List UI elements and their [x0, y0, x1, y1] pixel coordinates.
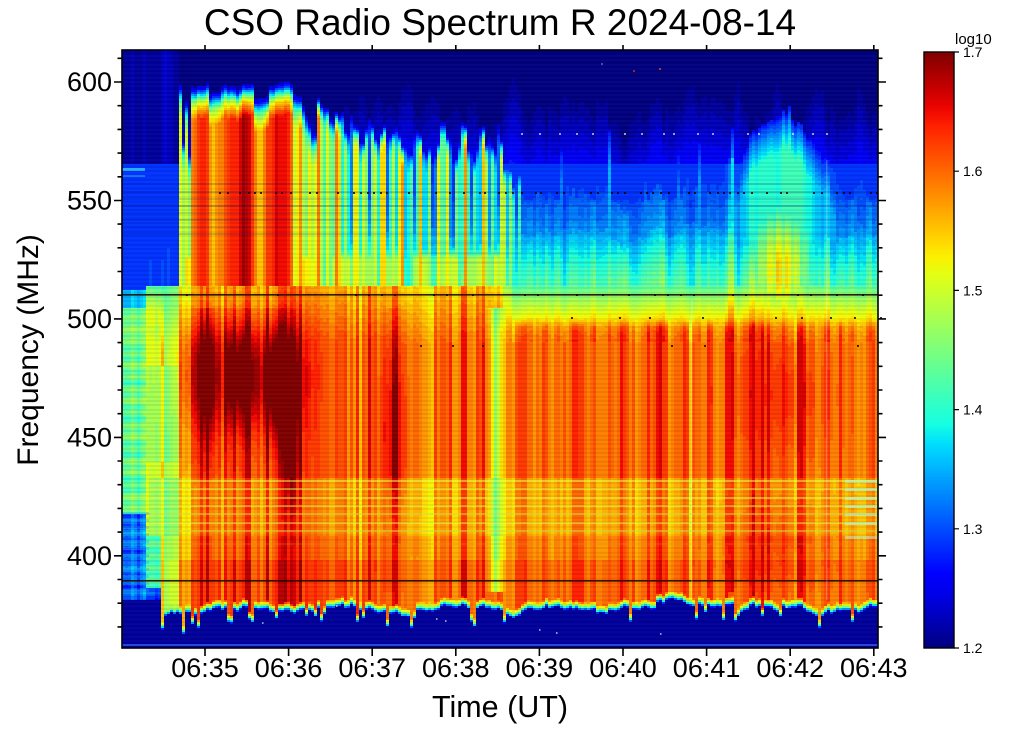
svg-text:1.7: 1.7 — [963, 44, 983, 60]
svg-text:400: 400 — [67, 541, 112, 571]
svg-text:06:42: 06:42 — [756, 653, 824, 683]
svg-text:log10: log10 — [955, 31, 992, 48]
svg-text:06:38: 06:38 — [422, 653, 490, 683]
svg-text:Time (UT): Time (UT) — [432, 690, 568, 724]
svg-text:1.2: 1.2 — [963, 640, 983, 656]
svg-text:600: 600 — [67, 67, 112, 97]
svg-text:CSO Radio Spectrum R 2024-08-1: CSO Radio Spectrum R 2024-08-14 — [204, 2, 796, 43]
svg-text:06:36: 06:36 — [255, 653, 323, 683]
svg-text:1.3: 1.3 — [963, 521, 983, 537]
svg-text:06:43: 06:43 — [840, 653, 908, 683]
svg-text:1.4: 1.4 — [963, 402, 983, 418]
svg-text:06:39: 06:39 — [506, 653, 574, 683]
svg-text:450: 450 — [67, 422, 112, 452]
svg-text:06:35: 06:35 — [171, 653, 239, 683]
svg-text:1.6: 1.6 — [963, 163, 983, 179]
svg-text:06:40: 06:40 — [589, 653, 657, 683]
svg-text:1.5: 1.5 — [963, 282, 983, 298]
svg-text:06:37: 06:37 — [338, 653, 406, 683]
svg-text:550: 550 — [67, 186, 112, 216]
svg-text:06:41: 06:41 — [673, 653, 741, 683]
svg-text:Frequency (MHz): Frequency (MHz) — [12, 234, 45, 466]
svg-text:500: 500 — [67, 304, 112, 334]
